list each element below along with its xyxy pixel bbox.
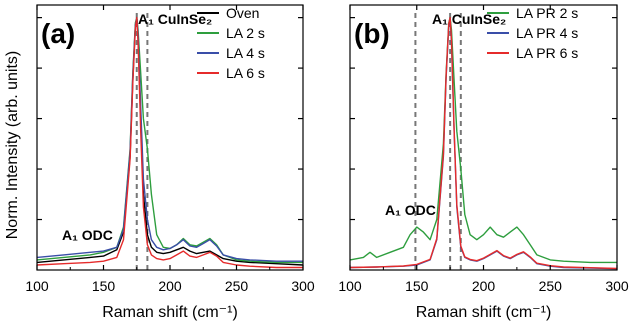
shared-ylabel: Norm. Intensity (arb. units)	[4, 51, 21, 240]
legend-item: Oven	[197, 5, 259, 21]
annotation-0: A₁ CuInSe₂	[138, 11, 212, 27]
legend-item: LA PR 6 s	[487, 45, 578, 61]
legend-label: LA PR 2 s	[516, 5, 578, 21]
chart-panel-a: 100 150 200 250 300 Raman shift (cm⁻¹) (a) A₁ C…	[25, 4, 315, 321]
x-axis-label: Raman shift (cm⁻¹)	[102, 304, 238, 321]
x-tick-label-250: 250	[225, 278, 249, 294]
chart-panel-b: 100 150 200 250 300 Raman shift (cm⁻¹) (b) A₁ C…	[338, 4, 629, 321]
legend-item: LA 2 s	[197, 25, 265, 41]
x-tick-label-300: 300	[291, 278, 315, 294]
legend-label: LA 4 s	[226, 45, 265, 61]
legend-item: LA 6 s	[197, 65, 265, 81]
x-tick-label-300: 300	[605, 278, 629, 294]
legend-label: LA PR 4 s	[516, 25, 578, 41]
series-line-la-6-s	[36, 16, 303, 269]
x-tick-label-150: 150	[405, 278, 429, 294]
x-tick-label-100: 100	[338, 278, 362, 294]
legend-item: LA PR 2 s	[487, 5, 578, 21]
series-line-la-pr-6-s	[349, 16, 618, 270]
x-tick-label-250: 250	[539, 278, 563, 294]
series-line-la-pr-2-s	[349, 16, 617, 264]
annotation-1: A₁ ODC	[62, 227, 113, 243]
legend-item: LA PR 4 s	[487, 25, 578, 41]
legend-item: LA 4 s	[197, 45, 265, 61]
series-line-la-4-s	[36, 16, 303, 262]
legend-label: LA PR 6 s	[516, 45, 578, 61]
x-axis-label: Raman shift (cm⁻¹)	[416, 304, 552, 321]
series-line-oven	[36, 16, 304, 266]
x-tick-label-200: 200	[158, 278, 182, 294]
panel-label: (b)	[354, 18, 390, 49]
legend-label: LA 6 s	[226, 65, 265, 81]
x-tick-label-200: 200	[472, 278, 496, 294]
x-tick-label-150: 150	[92, 278, 116, 294]
x-tick-label-100: 100	[25, 278, 49, 294]
annotation-0: A₁ CuInSe₂	[432, 11, 506, 27]
legend-label: Oven	[226, 5, 259, 21]
legend-label: LA 2 s	[226, 25, 265, 41]
panel-label: (a)	[41, 18, 75, 49]
annotation-1: A₁ ODC	[385, 202, 436, 218]
